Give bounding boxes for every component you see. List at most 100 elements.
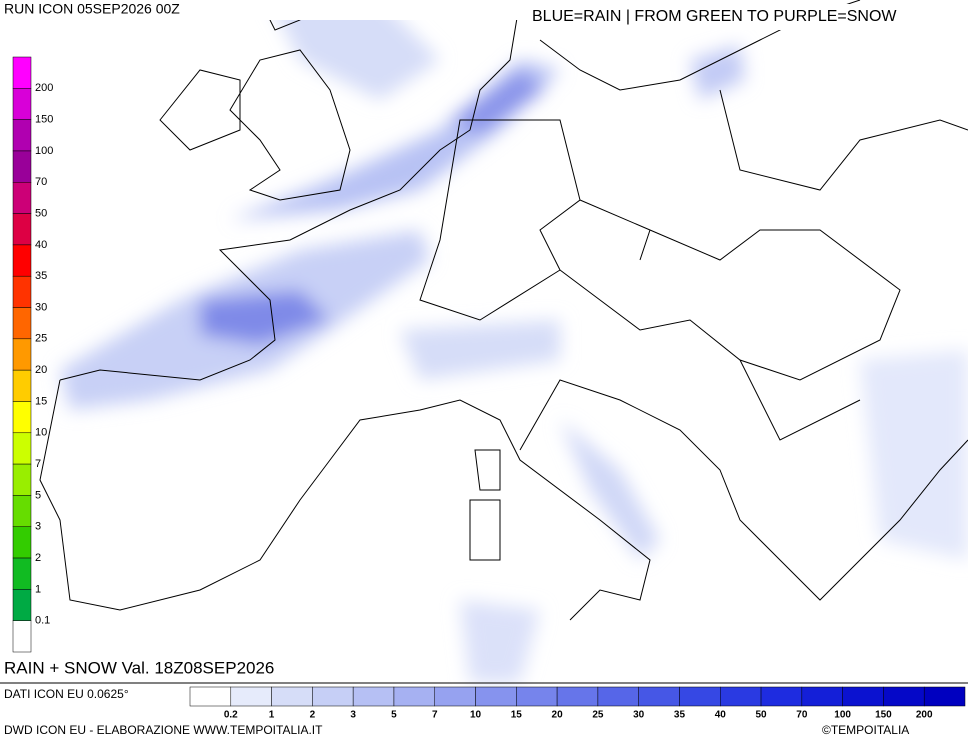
scale-cell (271, 686, 313, 707)
scale-cell (12, 244, 32, 277)
rain-area (690, 45, 745, 100)
scale-label: 40 (35, 239, 47, 251)
data-source: DATI ICON EU 0.0625° (4, 687, 129, 701)
scale-label: 50 (755, 710, 767, 721)
ireland (159, 69, 241, 151)
scale-cell (12, 182, 32, 214)
scale-label: 5 (391, 710, 397, 721)
scale-label: 50 (35, 207, 47, 219)
scale-cell (434, 686, 476, 707)
scale-label: 150 (875, 710, 892, 721)
scale-cell (638, 686, 680, 707)
scale-cell (597, 686, 639, 707)
scale-label: 15 (35, 395, 47, 407)
scale-label: 0.1 (35, 615, 50, 627)
scale-label: 25 (35, 333, 47, 345)
scale-label: 100 (834, 710, 851, 721)
scale-label: 70 (35, 176, 47, 188)
scale-cell (12, 589, 32, 621)
footer-title-bg (0, 656, 330, 682)
scale-cell (475, 686, 517, 707)
mediterranean-coast (39, 379, 651, 621)
rain-area (200, 290, 330, 345)
rain-area (450, 70, 545, 135)
rain-area (860, 350, 968, 560)
scale-label: 200 (35, 82, 53, 94)
scale-cell (12, 119, 32, 152)
header-bg (0, 0, 526, 20)
scale-cell (12, 56, 32, 89)
scale-label: 20 (552, 710, 564, 721)
scale-label: 100 (35, 145, 53, 157)
scale-label: 30 (633, 710, 645, 721)
legend-title: BLUE=RAIN | FROM GREEN TO PURPLE=SNOW (532, 8, 897, 25)
scale-cell (556, 686, 599, 707)
scale-label: 40 (715, 710, 727, 721)
scale-label: 1 (269, 710, 275, 721)
atlantic-coast (59, 0, 521, 381)
scale-label: 25 (592, 710, 604, 721)
scale-cell (883, 686, 925, 707)
scale-cell (12, 213, 32, 246)
scale-label: 200 (916, 710, 933, 721)
precipitation (60, 0, 968, 683)
rain-area (400, 320, 560, 380)
scale-label: 3 (35, 521, 41, 533)
rain-area (270, 0, 440, 100)
islands (469, 449, 501, 561)
scale-label: 35 (35, 270, 47, 282)
legend-title-bg (528, 4, 968, 30)
snow-scale: 200 150 100 70 50 40 35 30 25 20 15 10 7 5 3 2 1 0.1 (12, 56, 53, 653)
scale-label: 35 (674, 710, 686, 721)
borders (419, 89, 968, 441)
scale-cell (12, 307, 32, 340)
scale-label: 5 (35, 489, 41, 501)
scale-label: 10 (470, 710, 482, 721)
scale-cell (12, 620, 32, 653)
run-label: RUN ICON 05SEP2026 00Z (4, 1, 180, 17)
scale-cell (12, 432, 32, 465)
scale-cell (12, 88, 32, 120)
scale-cell (352, 686, 395, 707)
scale-cell (12, 275, 32, 308)
rain-scale: 0.2 1 2 3 5 7 10 15 20 25 30 35 40 50 70 100 150 200 (189, 686, 966, 721)
scale-label: 20 (35, 364, 47, 376)
adriatic-coast (519, 379, 968, 601)
scale-cell (760, 686, 803, 707)
scale-label: 2 (35, 552, 41, 564)
credit: DWD ICON EU - ELABORAZIONE WWW.TEMPOITAL… (4, 723, 323, 737)
scale-cell (12, 463, 32, 496)
scale-cell (720, 686, 762, 707)
scale-cell (12, 526, 32, 559)
scale-label: 150 (35, 114, 53, 126)
rain-area (460, 600, 540, 683)
scale-label: 7 (432, 710, 438, 721)
britain (229, 49, 351, 201)
scale-cell (12, 557, 32, 590)
scale-label: 1 (35, 583, 41, 595)
rain-area (560, 420, 660, 560)
scale-label: 15 (511, 710, 523, 721)
scale-cell (393, 686, 435, 707)
scale-cell (12, 401, 32, 434)
scale-label: 70 (796, 710, 808, 721)
scale-cell (12, 150, 32, 183)
scale-cell (189, 686, 232, 707)
scale-label: 0.2 (224, 710, 238, 721)
scale-cell (516, 686, 558, 707)
scale-cell (801, 686, 843, 707)
scale-cell (312, 686, 354, 707)
scale-cell (12, 495, 32, 527)
scale-cell (12, 338, 32, 371)
scale-cell (842, 686, 884, 707)
scale-label: 7 (35, 458, 41, 470)
scale-label: 2 (310, 710, 316, 721)
footer-title: RAIN + SNOW Val. 18Z08SEP2026 (4, 658, 274, 677)
scale-label: 30 (35, 301, 47, 313)
copyright: ©TEMPOITALIA (822, 723, 909, 737)
scale-cell (923, 686, 966, 707)
scale-cell (679, 686, 721, 707)
scale-cell (230, 686, 272, 707)
